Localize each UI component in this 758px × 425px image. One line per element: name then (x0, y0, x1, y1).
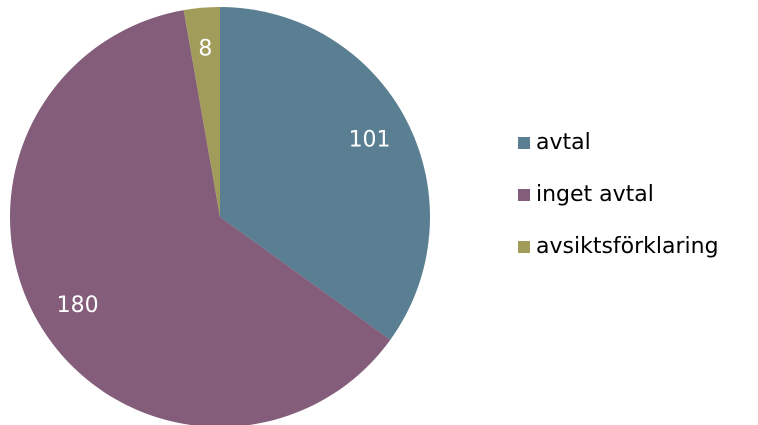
data-label: 180 (57, 293, 99, 318)
legend-swatch (518, 241, 530, 253)
legend-label: inget avtal (536, 182, 654, 207)
pie-slice (183, 7, 220, 217)
legend-swatch (518, 189, 530, 201)
pie-slice (220, 7, 430, 340)
legend-label: avsiktsförklaring (536, 234, 719, 259)
pie-slice (10, 10, 391, 425)
data-label: 101 (349, 127, 391, 152)
legend-swatch (518, 137, 530, 149)
data-label: 8 (198, 37, 212, 62)
legend-label: avtal (536, 130, 591, 155)
